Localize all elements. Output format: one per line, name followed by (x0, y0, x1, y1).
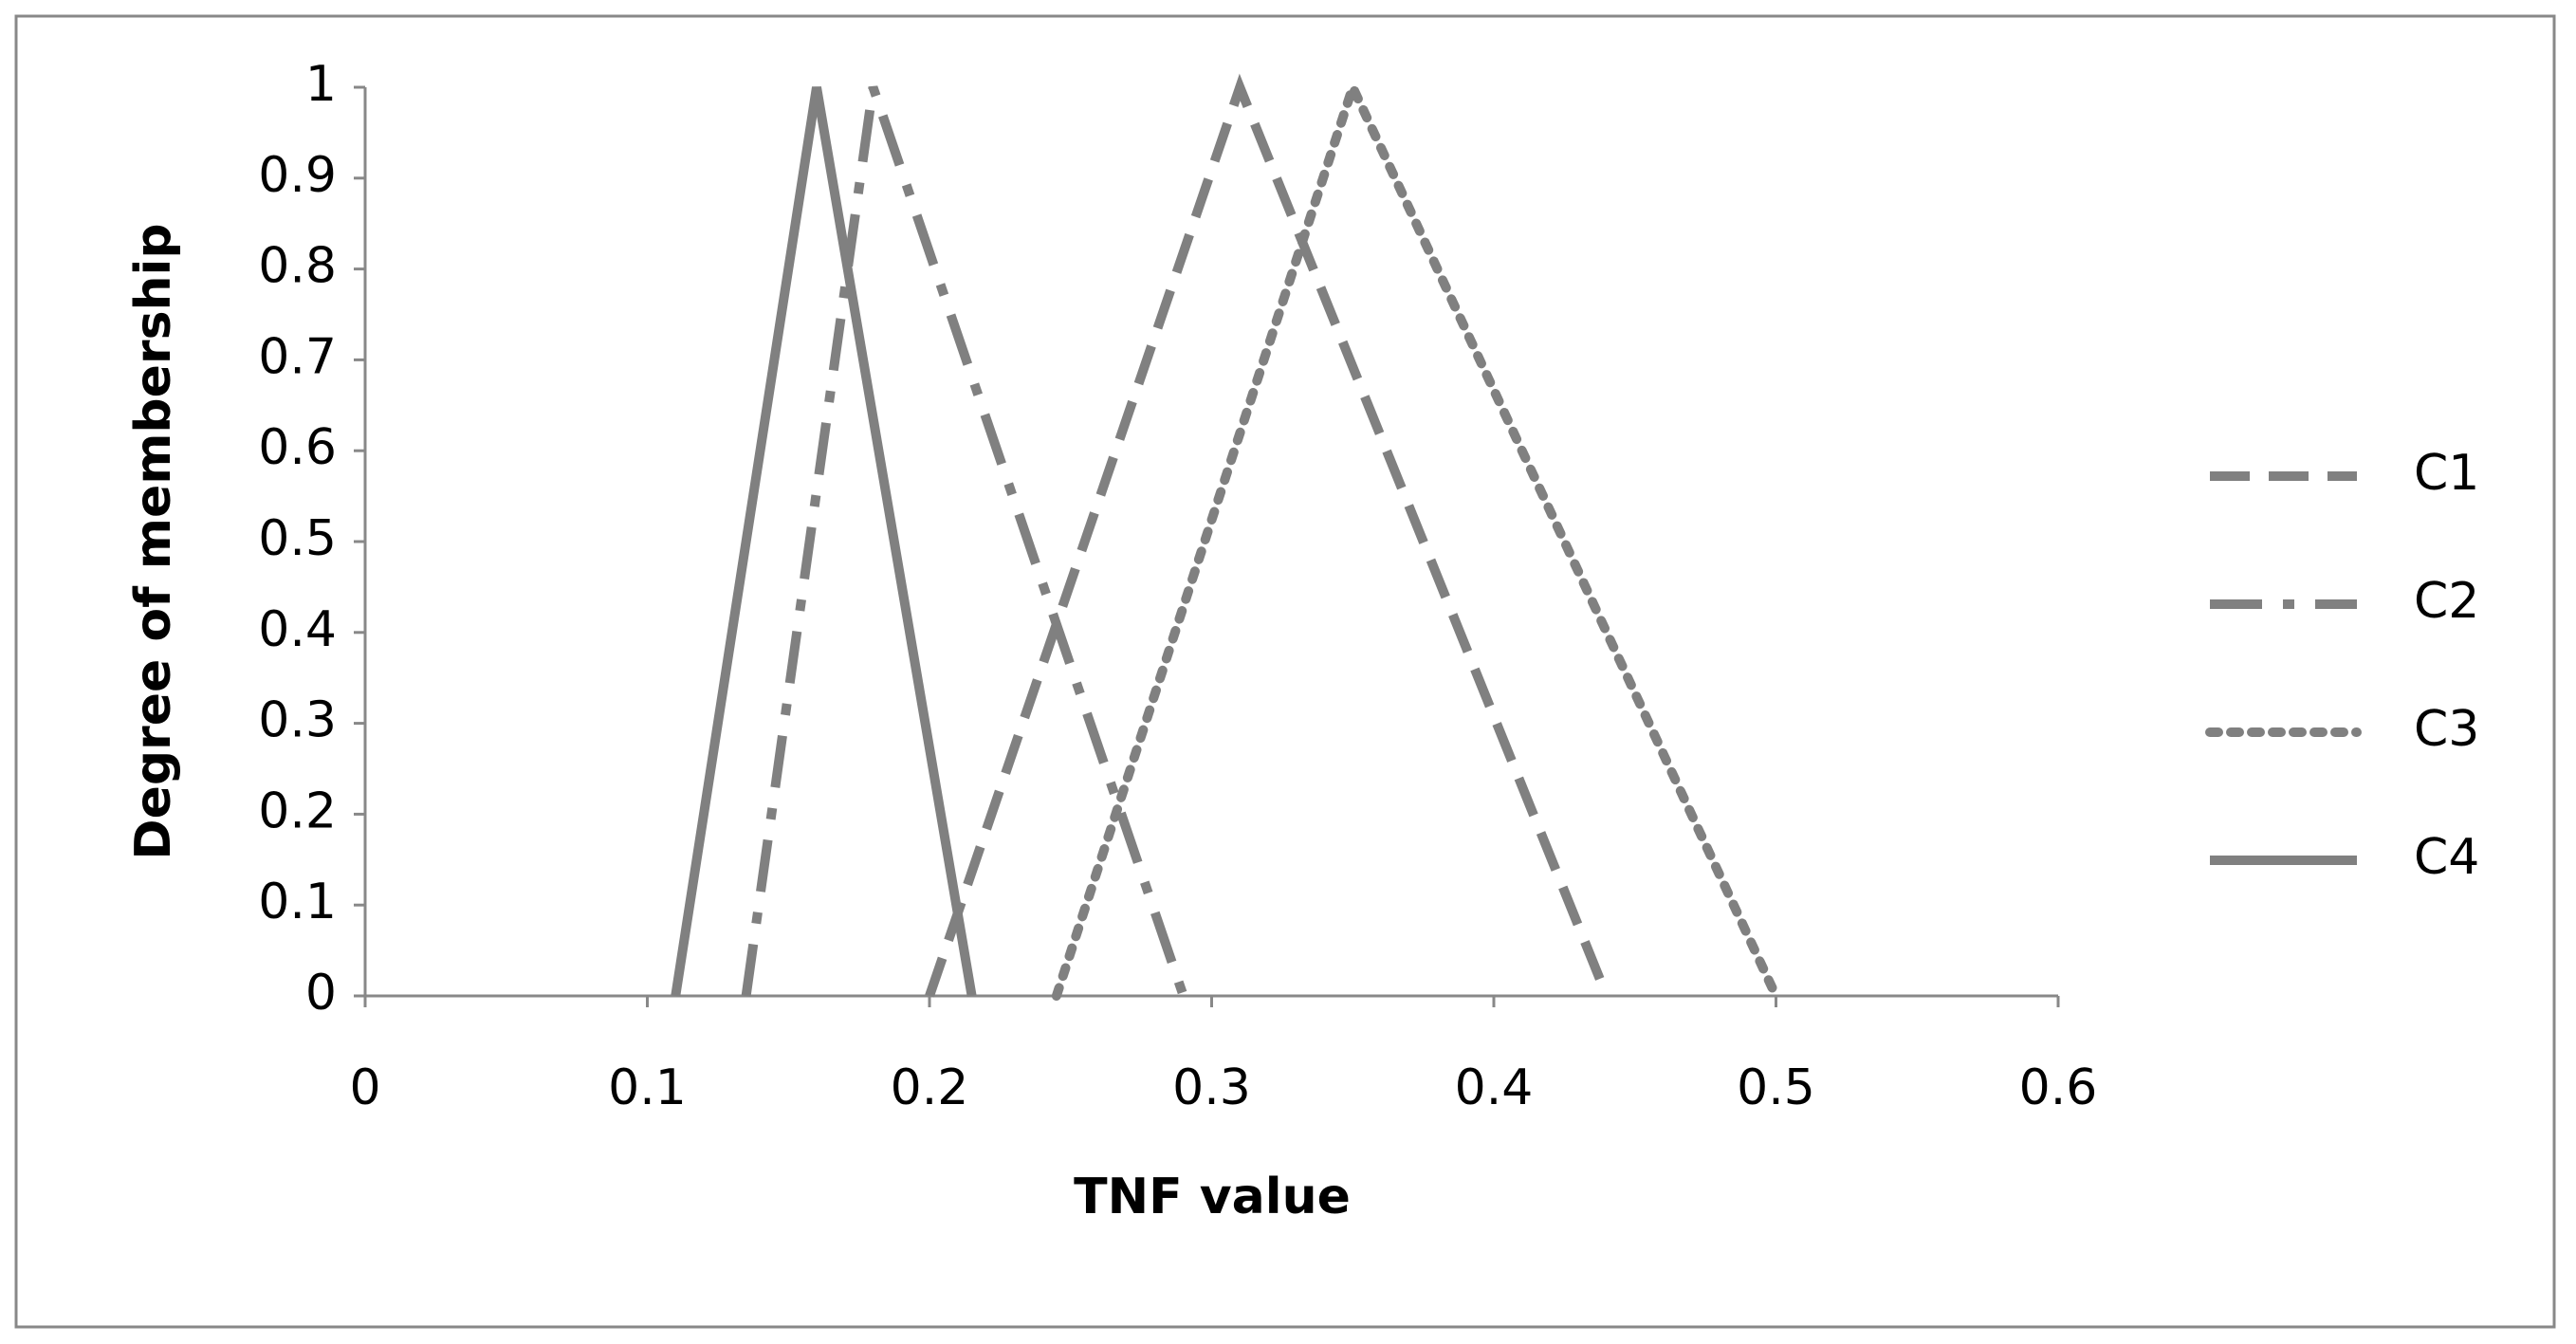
y-tick-label: 0.1 (258, 874, 337, 930)
series-line (741, 85, 1188, 998)
y-tick-label: 0.4 (258, 601, 337, 658)
x-tick-label: 0.5 (1737, 1059, 1815, 1116)
chart-border (14, 14, 2556, 1329)
legend-label: C3 (2414, 701, 2479, 758)
y-tick-label: 1 (305, 56, 337, 113)
legend-label: C2 (2414, 573, 2479, 630)
y-axis-title: Degree of membership (125, 223, 182, 859)
series-line (925, 73, 1611, 998)
x-tick-label: 0.6 (2019, 1059, 2098, 1116)
series-line (671, 86, 977, 997)
y-tick-label: 0.7 (258, 328, 337, 385)
y-tick-label: 0.9 (258, 147, 337, 204)
x-axis-title: TNF value (1074, 1169, 1351, 1225)
y-tick-label: 0.2 (258, 782, 337, 839)
x-tick-label: 0.4 (1455, 1059, 1534, 1116)
y-tick-label: 0.5 (258, 510, 337, 567)
y-tick-label: 0.8 (258, 238, 337, 295)
legend-label: C4 (2414, 829, 2479, 886)
y-tick-label: 0.3 (258, 692, 337, 749)
legend-label: C1 (2414, 445, 2479, 502)
y-tick-label: 0.6 (258, 419, 337, 476)
x-tick-label: 0 (349, 1059, 380, 1116)
x-tick-label: 0.3 (1172, 1059, 1251, 1116)
x-tick-label: 0.2 (891, 1059, 969, 1116)
y-tick-label: 0 (305, 965, 337, 1022)
x-tick-label: 0.1 (608, 1059, 687, 1116)
series-line (1051, 74, 1781, 1001)
